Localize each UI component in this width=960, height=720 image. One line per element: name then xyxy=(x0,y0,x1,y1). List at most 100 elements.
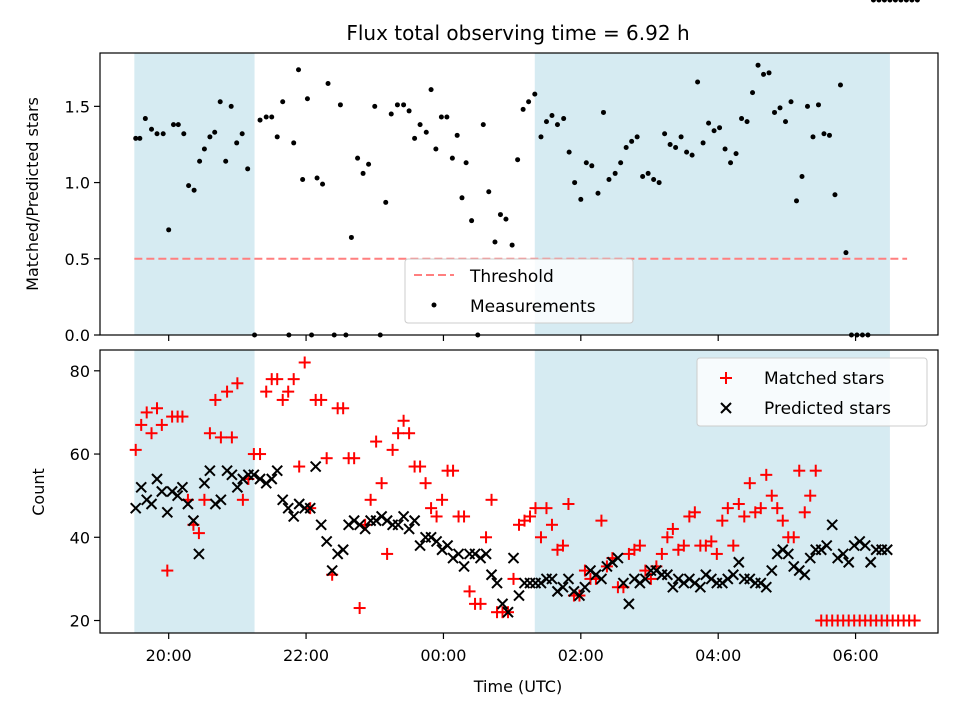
matched-star-point xyxy=(688,506,701,519)
matched-star-point xyxy=(320,452,333,465)
measurement-point xyxy=(794,198,800,204)
predicted-star-point xyxy=(304,502,316,514)
matched-star-point xyxy=(254,448,267,461)
matched-star-point xyxy=(282,385,295,398)
predicted-star-point xyxy=(612,552,624,564)
bottom-y-axis-label: Count xyxy=(29,468,48,516)
predicted-star-point xyxy=(562,573,575,585)
measurement-point xyxy=(263,114,269,120)
shaded-interval-0 xyxy=(134,53,255,335)
predicted-star-point xyxy=(392,519,404,531)
measurement-point xyxy=(137,135,143,141)
matched-star-point xyxy=(375,477,388,490)
y-tick-label: 20 xyxy=(70,612,90,631)
predicted-star-point xyxy=(254,473,266,485)
predicted-star-point xyxy=(171,489,184,502)
predicted-star-point xyxy=(502,606,514,618)
measurement-point xyxy=(503,216,509,222)
matched-star-point xyxy=(293,460,306,473)
measurement-point xyxy=(810,134,816,140)
predicted-star-point xyxy=(452,548,465,560)
predicted-star-point xyxy=(579,581,591,593)
matched-star-point xyxy=(221,385,234,398)
measurement-point xyxy=(887,0,893,3)
measurement-point xyxy=(444,114,450,120)
matched-star-point xyxy=(192,527,205,540)
predicted-star-point xyxy=(617,577,630,589)
predicted-star-point xyxy=(667,581,679,593)
measurement-point xyxy=(245,166,251,172)
measurement-point xyxy=(428,87,434,93)
measurement-point xyxy=(728,160,734,166)
matched-star-point xyxy=(298,356,311,369)
x-tick-label: 20:00 xyxy=(146,646,192,665)
measurement-point xyxy=(755,62,761,68)
legend-predicted-swatch xyxy=(720,402,732,414)
matched-star-point xyxy=(260,385,273,398)
matched-star-point xyxy=(140,406,153,419)
predicted-star-point xyxy=(193,548,205,560)
measurement-point xyxy=(304,96,310,102)
matched-star-point xyxy=(225,431,238,444)
matched-star-point xyxy=(705,535,718,548)
matched-star-point xyxy=(276,393,289,406)
measurement-point xyxy=(383,199,389,205)
predicted-star-point xyxy=(859,539,871,552)
matched-star-point xyxy=(480,531,493,544)
measurement-point xyxy=(777,105,783,111)
measurement-point xyxy=(589,163,595,169)
matched-star-point xyxy=(145,427,158,440)
measurement-point xyxy=(296,67,302,73)
predicted-star-point xyxy=(727,569,740,581)
predicted-star-point xyxy=(507,552,520,564)
measurement-point xyxy=(166,227,172,233)
measurement-point xyxy=(750,90,756,96)
measurement-point xyxy=(876,0,882,3)
matched-star-point xyxy=(507,572,520,585)
predicted-star-point xyxy=(271,464,283,477)
measurement-point xyxy=(612,170,618,176)
matched-star-point xyxy=(760,468,773,481)
bottom-y-ticks: 20 40 60 80 xyxy=(70,362,100,631)
bottom-x-ticks: 20:00 22:00 00:00 02:00 04:00 06:00 xyxy=(146,633,879,665)
measurement-point xyxy=(459,195,465,201)
matched-star-point xyxy=(655,547,668,560)
matched-star-point xyxy=(337,402,350,415)
matched-star-point xyxy=(787,531,800,544)
matched-star-point xyxy=(578,564,591,577)
measurement-point xyxy=(186,183,192,189)
predicted-star-point xyxy=(694,581,707,593)
predicted-star-point xyxy=(518,577,531,589)
predicted-star-point xyxy=(441,539,454,552)
matched-star-point xyxy=(540,502,553,515)
predicted-star-point xyxy=(414,539,426,552)
matched-star-point xyxy=(236,493,249,506)
measurement-point xyxy=(700,140,706,146)
measurement-point xyxy=(207,134,213,140)
measurement-point xyxy=(788,99,794,105)
matched-star-point xyxy=(203,427,216,440)
measurement-point xyxy=(566,149,572,155)
predicted-star-point xyxy=(837,548,849,560)
top-legend: Threshold Measurements xyxy=(404,258,634,324)
measurement-point xyxy=(744,119,750,125)
measurement-point xyxy=(595,190,601,196)
predicted-star-point xyxy=(864,556,877,568)
measurement-point xyxy=(348,234,354,240)
measurement-point xyxy=(837,82,843,88)
chart-title: Flux total observing time = 6.92 h xyxy=(346,21,689,45)
x-tick-label: 06:00 xyxy=(833,646,879,665)
matched-star-point xyxy=(908,614,921,627)
matched-star-point xyxy=(721,502,734,515)
measurement-point xyxy=(903,0,909,3)
x-tick-label: 02:00 xyxy=(558,646,604,665)
measurement-point xyxy=(291,140,297,146)
measurement-point xyxy=(761,71,767,77)
measurement-point xyxy=(629,138,635,144)
measurement-point xyxy=(234,140,240,146)
measurement-point xyxy=(257,117,263,123)
matched-star-point xyxy=(209,393,222,406)
legend-measurements-swatch xyxy=(431,302,437,308)
predicted-star-point xyxy=(161,506,174,519)
top-axes-frame xyxy=(99,52,939,336)
